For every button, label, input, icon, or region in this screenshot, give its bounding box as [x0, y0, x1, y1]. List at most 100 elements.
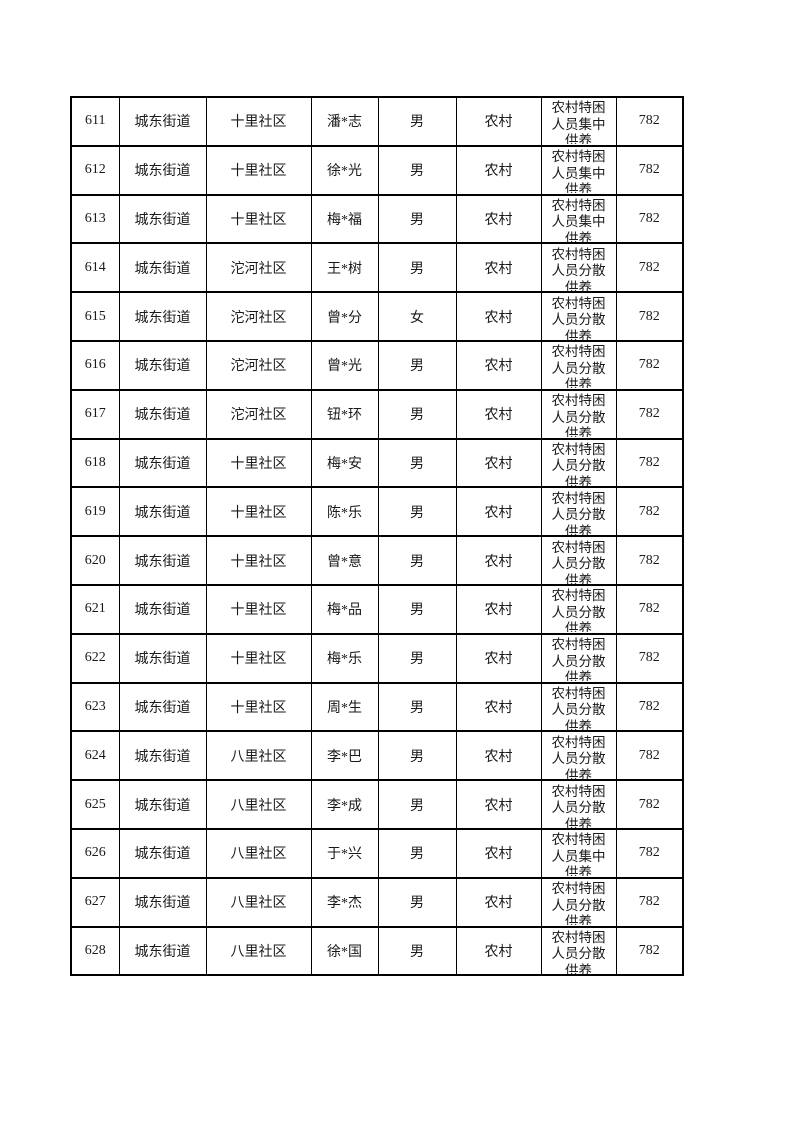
table-row: 614 城东街道 沱河社区 王*树 男 农村 农村特困人员分散供养 782 — [70, 242, 684, 294]
cell-support-type: 农村特困人员分散供养 — [540, 437, 617, 489]
cell-street: 城东街道 — [118, 193, 207, 245]
cell-area-type: 农村 — [455, 876, 542, 928]
cell-gender: 女 — [377, 291, 457, 342]
cell-person-name: 徐*光 — [310, 144, 379, 196]
cell-support-type: 农村特困人员集中供养 — [540, 96, 617, 147]
table-row: 612 城东街道 十里社区 徐*光 男 农村 农村特困人员集中供养 782 — [70, 144, 684, 196]
table-row: 627 城东街道 八里社区 李*杰 男 农村 农村特困人员分散供养 782 — [70, 876, 684, 928]
cell-area-type: 农村 — [455, 535, 542, 586]
cell-amount: 782 — [615, 876, 684, 928]
cell-sequence-number: 616 — [70, 339, 120, 391]
cell-amount: 782 — [615, 291, 684, 342]
cell-amount: 782 — [615, 681, 684, 733]
cell-street: 城东街道 — [118, 242, 207, 294]
cell-support-type: 农村特困人员集中供养 — [540, 144, 617, 196]
support-type-text: 农村特困人员分散供养 — [551, 929, 606, 974]
table-row: 615 城东街道 沱河社区 曾*分 女 农村 农村特困人员分散供养 782 — [70, 291, 684, 342]
cell-amount: 782 — [615, 583, 684, 635]
cell-community: 八里社区 — [205, 730, 312, 782]
cell-gender: 男 — [377, 925, 457, 977]
cell-support-type: 农村特困人员分散供养 — [540, 925, 617, 977]
table-body: 611 城东街道 十里社区 潘*志 男 农村 农村特困人员集中供养 782 61… — [70, 96, 684, 977]
table-row: 626 城东街道 八里社区 于*兴 男 农村 农村特困人员集中供养 782 — [70, 827, 684, 879]
cell-community: 十里社区 — [205, 437, 312, 489]
cell-sequence-number: 627 — [70, 876, 120, 928]
cell-person-name: 李*巴 — [310, 730, 379, 782]
support-type-text: 农村特困人员分散供养 — [551, 783, 606, 828]
cell-support-type: 农村特困人员分散供养 — [540, 339, 617, 391]
cell-sequence-number: 611 — [70, 96, 120, 147]
cell-sequence-number: 626 — [70, 827, 120, 879]
cell-amount: 782 — [615, 193, 684, 245]
cell-support-type: 农村特困人员分散供养 — [540, 242, 617, 294]
cell-sequence-number: 620 — [70, 535, 120, 586]
cell-street: 城东街道 — [118, 437, 207, 489]
table-row: 628 城东街道 八里社区 徐*国 男 农村 农村特困人员分散供养 782 — [70, 925, 684, 977]
cell-support-type: 农村特困人员分散供养 — [540, 583, 617, 635]
table-row: 622 城东街道 十里社区 梅*乐 男 农村 农村特困人员分散供养 782 — [70, 632, 684, 684]
cell-area-type: 农村 — [455, 827, 542, 879]
cell-street: 城东街道 — [118, 827, 207, 879]
cell-gender: 男 — [377, 535, 457, 586]
cell-sequence-number: 624 — [70, 730, 120, 782]
cell-area-type: 农村 — [455, 486, 542, 538]
cell-community: 十里社区 — [205, 193, 312, 245]
cell-street: 城东街道 — [118, 96, 207, 147]
cell-gender: 男 — [377, 632, 457, 684]
cell-street: 城东街道 — [118, 925, 207, 977]
table-row: 621 城东街道 十里社区 梅*品 男 农村 农村特困人员分散供养 782 — [70, 583, 684, 635]
support-type-text: 农村特困人员集中供养 — [551, 149, 606, 194]
cell-community: 八里社区 — [205, 779, 312, 830]
cell-gender: 男 — [377, 242, 457, 294]
cell-gender: 男 — [377, 827, 457, 879]
cell-support-type: 农村特困人员分散供养 — [540, 291, 617, 342]
cell-sequence-number: 623 — [70, 681, 120, 733]
cell-street: 城东街道 — [118, 876, 207, 928]
support-type-text: 农村特困人员分散供养 — [551, 881, 606, 926]
cell-gender: 男 — [377, 339, 457, 391]
support-type-text: 农村特困人员集中供养 — [551, 832, 606, 877]
table-row: 618 城东街道 十里社区 梅*安 男 农村 农村特困人员分散供养 782 — [70, 437, 684, 489]
support-type-text: 农村特困人员集中供养 — [551, 100, 606, 145]
cell-street: 城东街道 — [118, 144, 207, 196]
cell-support-type: 农村特困人员集中供养 — [540, 193, 617, 245]
cell-sequence-number: 625 — [70, 779, 120, 830]
cell-amount: 782 — [615, 535, 684, 586]
cell-gender: 男 — [377, 96, 457, 147]
cell-gender: 男 — [377, 144, 457, 196]
cell-area-type: 农村 — [455, 925, 542, 977]
cell-street: 城东街道 — [118, 681, 207, 733]
cell-support-type: 农村特困人员分散供养 — [540, 876, 617, 928]
support-type-text: 农村特困人员分散供养 — [551, 344, 606, 389]
table-row: 620 城东街道 十里社区 曾*意 男 农村 农村特困人员分散供养 782 — [70, 535, 684, 586]
table-row: 616 城东街道 沱河社区 曾*光 男 农村 农村特困人员分散供养 782 — [70, 339, 684, 391]
support-type-text: 农村特困人员集中供养 — [551, 197, 606, 242]
cell-gender: 男 — [377, 730, 457, 782]
cell-amount: 782 — [615, 242, 684, 294]
cell-community: 沱河社区 — [205, 339, 312, 391]
support-type-text: 农村特困人员分散供养 — [551, 393, 606, 438]
cell-area-type: 农村 — [455, 730, 542, 782]
cell-gender: 男 — [377, 876, 457, 928]
cell-person-name: 王*树 — [310, 242, 379, 294]
cell-community: 十里社区 — [205, 681, 312, 733]
cell-person-name: 梅*乐 — [310, 632, 379, 684]
cell-gender: 男 — [377, 779, 457, 830]
cell-amount: 782 — [615, 144, 684, 196]
cell-community: 十里社区 — [205, 535, 312, 586]
cell-sequence-number: 618 — [70, 437, 120, 489]
table-row: 611 城东街道 十里社区 潘*志 男 农村 农村特困人员集中供养 782 — [70, 96, 684, 147]
cell-amount: 782 — [615, 779, 684, 830]
cell-community: 八里社区 — [205, 827, 312, 879]
cell-amount: 782 — [615, 827, 684, 879]
support-type-text: 农村特困人员分散供养 — [551, 490, 606, 535]
cell-street: 城东街道 — [118, 291, 207, 342]
cell-area-type: 农村 — [455, 681, 542, 733]
support-type-text: 农村特困人员分散供养 — [551, 637, 606, 682]
support-type-text: 农村特困人员分散供养 — [551, 295, 606, 340]
cell-person-name: 钮*环 — [310, 388, 379, 440]
cell-amount: 782 — [615, 388, 684, 440]
cell-area-type: 农村 — [455, 242, 542, 294]
cell-community: 沱河社区 — [205, 242, 312, 294]
